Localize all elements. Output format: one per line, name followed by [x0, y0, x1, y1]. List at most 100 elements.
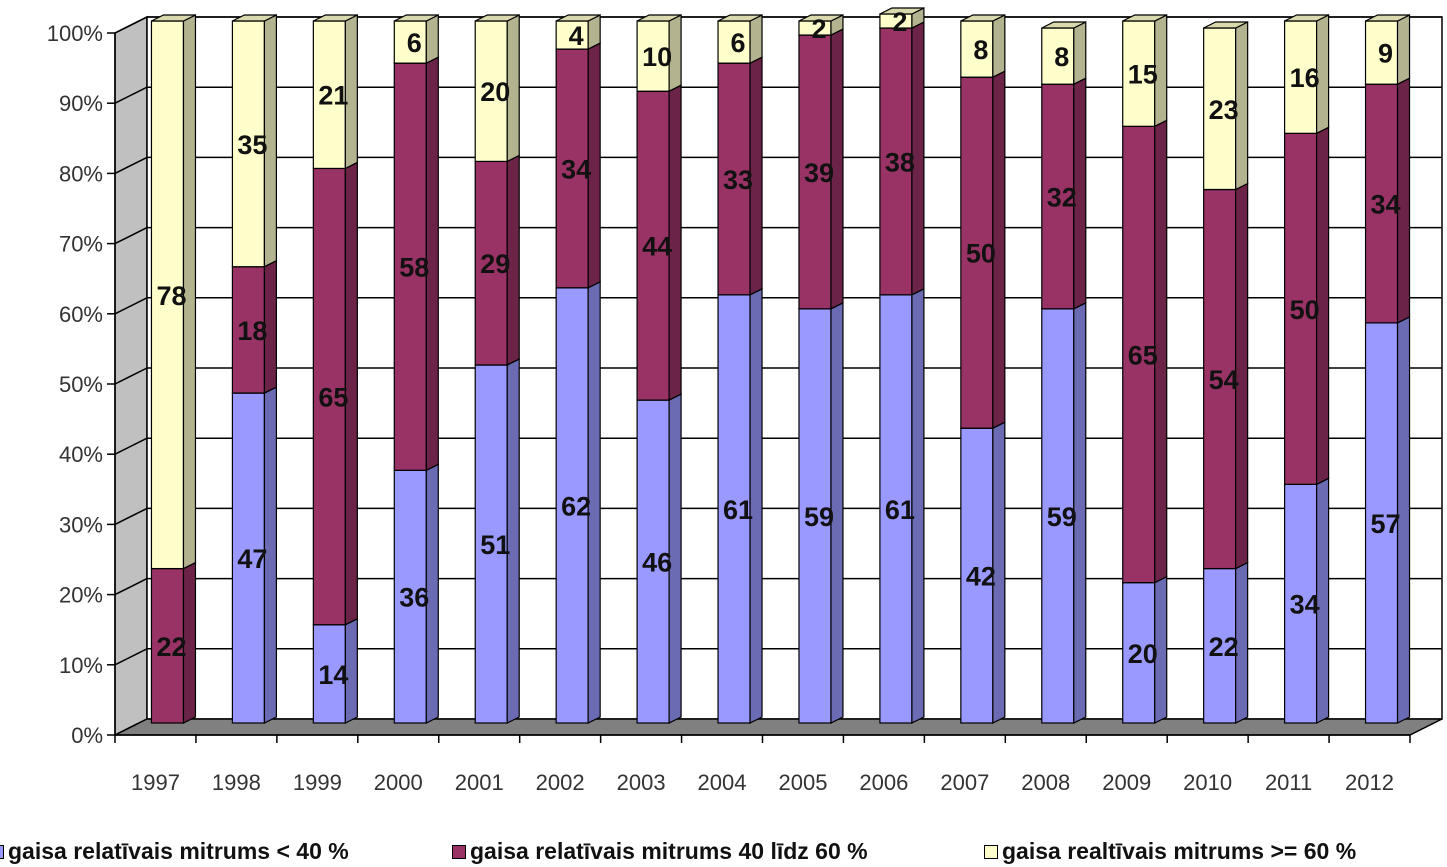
- bar-segment-side: [992, 14, 1006, 79]
- data-label: 29: [480, 249, 510, 279]
- y-tick-label: 10%: [59, 653, 103, 678]
- data-label: 22: [156, 632, 186, 662]
- y-tick-label: 50%: [59, 372, 103, 397]
- y-tick-label: 80%: [59, 161, 103, 186]
- bar-segment: [717, 20, 751, 64]
- data-label: 46: [642, 548, 672, 578]
- gridline-side: [114, 86, 148, 104]
- data-label: 39: [804, 158, 834, 188]
- bar-segment: [474, 160, 508, 366]
- bar-segment-top: [1284, 14, 1329, 22]
- bar-segment: [717, 62, 751, 296]
- legend-swatch-below-40: [0, 844, 4, 859]
- bar-segment: [312, 20, 346, 170]
- bar-segment: [231, 392, 266, 724]
- bar-segment: [636, 90, 670, 401]
- x-tick-label: 1997: [131, 770, 180, 795]
- bar-segment: [312, 167, 346, 626]
- bar-segment: [555, 48, 589, 289]
- data-label: 50: [1290, 295, 1320, 325]
- y-tick-label: 30%: [59, 512, 103, 537]
- bar-segment-top: [232, 14, 277, 22]
- data-label: 54: [1209, 365, 1239, 395]
- x-tick-label: 2002: [536, 770, 585, 795]
- x-tick-label: 2006: [859, 770, 908, 795]
- bar-segment: [474, 364, 508, 724]
- bar-segment: [150, 20, 185, 570]
- x-tick-label: 2003: [617, 770, 666, 795]
- y-tick-label: 0%: [71, 723, 103, 748]
- bar-segment-top: [474, 14, 520, 22]
- data-label: 8: [973, 35, 988, 65]
- data-label: 59: [804, 502, 834, 532]
- data-label: 38: [885, 147, 915, 177]
- data-label: 34: [561, 154, 591, 184]
- data-label: 8: [1054, 42, 1069, 72]
- bar-segment-top: [1122, 14, 1167, 22]
- x-tick-label: 1999: [293, 770, 342, 795]
- bar-segment: [798, 308, 832, 724]
- legend-item-below-40: gaisa relatīvais mitrums < 40 %: [0, 838, 349, 865]
- bar-segment: [231, 266, 266, 394]
- data-label: 42: [966, 562, 996, 592]
- bar-segment-top: [555, 14, 601, 22]
- data-label: 18: [237, 316, 267, 346]
- data-label: 6: [731, 28, 746, 58]
- legend-item-40-60: gaisa relatīvais mitrums 40 līdz 60 %: [452, 838, 868, 865]
- gridline-side: [114, 648, 148, 666]
- bar-segment-top: [879, 7, 925, 15]
- data-label: 62: [561, 491, 591, 521]
- data-label: 2: [892, 7, 907, 37]
- data-label: 59: [1047, 502, 1077, 532]
- bar-segment: [393, 62, 427, 471]
- data-label: 10: [642, 42, 672, 72]
- x-tick-label: 2010: [1183, 770, 1232, 795]
- bar-segment-top: [1365, 14, 1410, 22]
- bar-segment: [1203, 567, 1237, 724]
- legend: gaisa relatīvais mitrums < 40 % gaisa re…: [0, 838, 1447, 867]
- data-label: 61: [885, 495, 915, 525]
- data-label: 16: [1290, 63, 1320, 93]
- x-tick-label: 1998: [212, 770, 261, 795]
- x-tick-label: 2007: [940, 770, 989, 795]
- bar-segment-top: [636, 14, 682, 22]
- data-label: 50: [966, 239, 996, 269]
- data-label: 20: [1128, 639, 1158, 669]
- bars: [150, 7, 1411, 724]
- bar-segment-side: [749, 14, 763, 65]
- data-label: 78: [156, 281, 186, 311]
- legend-label-below-40: gaisa relatīvais mitrums < 40 %: [8, 838, 349, 864]
- bar-segment: [1283, 20, 1318, 134]
- x-tick-label: 2004: [698, 770, 747, 795]
- data-label: 33: [723, 165, 753, 195]
- data-label: 9: [1378, 39, 1393, 69]
- bar-segment-side: [1396, 14, 1411, 86]
- x-tick-label: 2011: [1265, 770, 1312, 795]
- bar-segment: [1364, 322, 1399, 724]
- data-label: 4: [569, 21, 584, 51]
- y-tick-label: 60%: [59, 302, 103, 327]
- x-tick-label: 2012: [1345, 770, 1394, 795]
- data-label: 65: [318, 383, 348, 413]
- data-label: 36: [399, 583, 429, 613]
- data-label: 51: [480, 530, 510, 560]
- y-axis: 0% 10% 20% 30% 40% 50% 60% 70% 80% 90% 100%: [47, 21, 116, 748]
- bar-segment: [1041, 308, 1075, 724]
- data-label: 21: [318, 81, 348, 111]
- legend-item-above-60: gaisa realtīvais mitrums >= 60 %: [984, 838, 1356, 865]
- bar-segment: [717, 294, 751, 724]
- x-tick-label: 2001: [455, 770, 504, 795]
- bar-segment: [1203, 188, 1237, 570]
- bar-segment: [1122, 20, 1156, 127]
- bar-segment: [1203, 27, 1237, 191]
- gridline-side: [114, 367, 148, 385]
- x-tick-label: 2005: [778, 770, 827, 795]
- y-tick-label: 20%: [59, 583, 103, 608]
- data-labels: 2278471835146521365865129206234446441061…: [156, 7, 1400, 690]
- x-tick-label: 2009: [1102, 770, 1151, 795]
- bar-segment-side: [425, 14, 439, 65]
- bar-segment: [960, 427, 994, 724]
- legend-swatch-40-60: [452, 844, 466, 859]
- data-label: 14: [318, 660, 348, 690]
- x-tick-label: 2000: [374, 770, 423, 795]
